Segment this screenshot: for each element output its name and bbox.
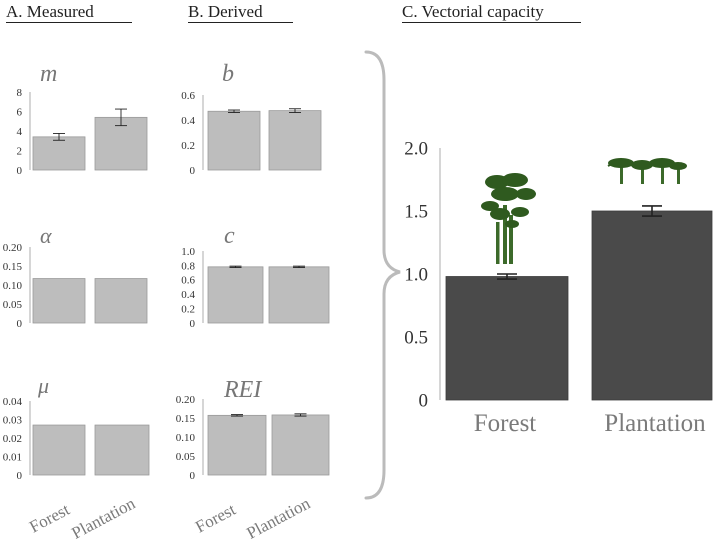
tick-label-m: 6 (17, 106, 23, 118)
tree-icon-forest (481, 173, 536, 264)
tick-label-vc: 0 (419, 391, 429, 412)
bar-c-plantation (268, 266, 330, 324)
header-measured: A. Measured (6, 2, 94, 21)
bar-c-forest (207, 266, 264, 324)
palm-icon-plantation (607, 157, 687, 184)
tick-label-c: 0 (190, 318, 196, 330)
bar-alpha-plantation (94, 278, 148, 324)
tick-label-m: 4 (17, 126, 23, 138)
category-label-forest: Forest (192, 500, 239, 537)
tick-label-alpha: 0.05 (3, 299, 23, 311)
tick-label-m: 0 (17, 165, 23, 177)
bar-b-plantation (268, 110, 322, 171)
panel-b: 0 0.2 0.4 0.6 b (181, 61, 322, 177)
header-derived-underline (188, 22, 293, 23)
error-bar-b-plantation (289, 108, 301, 113)
bar-vc-plantation (591, 210, 713, 401)
header-measured-underline (6, 22, 132, 23)
bar-vc-forest (445, 276, 569, 401)
parameter-label-b: b (222, 61, 234, 87)
tick-label-m: 2 (17, 145, 23, 157)
bar-b-forest (207, 110, 261, 171)
header-vectorial-capacity-underline (402, 22, 581, 23)
tick-label-rei: 0.10 (176, 432, 196, 444)
bar-mu-plantation (94, 424, 150, 476)
tick-label-c: 0.4 (181, 289, 195, 301)
tick-label-vc: 2.0 (404, 139, 428, 160)
header-vectorial-capacity: C. Vectorial capacity (402, 2, 544, 21)
header-derived: B. Derived (188, 2, 263, 21)
category-label-forest: Forest (26, 500, 73, 537)
tick-label-mu: 0.01 (3, 451, 22, 463)
error-bar-rei-plantation (294, 413, 307, 417)
category-label-plantation: Plantation (69, 493, 139, 542)
error-bar-vc-forest (497, 273, 517, 280)
tick-label-rei: 0.05 (176, 451, 196, 463)
tick-label-alpha: 0.15 (3, 261, 23, 273)
tick-label-m: 8 (17, 87, 23, 99)
tick-label-vc: 1.5 (404, 202, 428, 223)
tick-label-c: 0.8 (181, 260, 195, 272)
error-bar-vc-plantation (642, 205, 662, 217)
tick-label-alpha: 0.10 (3, 280, 23, 292)
error-bar-rei-forest (231, 414, 243, 417)
tick-label-rei: 0.20 (176, 394, 196, 406)
parameter-label-c: c (224, 223, 235, 249)
bar-m-forest (32, 136, 86, 171)
panel-c: 0 0.2 0.4 0.6 0.8 1.0 c (181, 223, 330, 330)
bar-rei-forest (207, 414, 267, 476)
tick-label-vc: 1.0 (404, 265, 428, 286)
error-bar-c-forest (229, 265, 242, 269)
bar-rei-plantation (271, 414, 330, 476)
tick-label-alpha: 0 (17, 318, 23, 330)
parameter-label-m: m (40, 61, 57, 87)
tick-label-mu: 0 (17, 470, 23, 482)
category-label-vc-forest: Forest (474, 410, 537, 437)
category-label-vc-plantation: Plantation (604, 410, 706, 437)
tick-label-rei: 0 (190, 470, 196, 482)
panel-alpha: 0 0.05 0.10 0.15 0.20 α (3, 223, 148, 330)
panel-m: 0 2 4 6 8 m (17, 61, 148, 177)
tick-label-c: 0.6 (181, 275, 195, 287)
tick-label-mu: 0.04 (3, 396, 23, 408)
tick-label-b: 0 (190, 165, 196, 177)
tick-label-b: 0.2 (181, 140, 195, 152)
tick-label-alpha: 0.20 (3, 242, 23, 254)
error-bar-c-plantation (293, 265, 305, 269)
brace (364, 50, 401, 500)
parameter-label-rei: REI (223, 377, 262, 403)
tick-label-b: 0.4 (181, 115, 195, 127)
panel-vc: 0 0.5 1.0 1.5 2.0 (404, 139, 713, 412)
tick-label-rei: 0.15 (176, 413, 196, 425)
parameter-label-alpha: α (40, 223, 52, 248)
tick-label-c: 0.2 (181, 303, 195, 315)
bar-alpha-forest (32, 278, 86, 324)
tick-label-b: 0.6 (181, 90, 195, 102)
tick-label-mu: 0.02 (3, 433, 22, 445)
error-bar-b-forest (228, 109, 240, 113)
panel-rei: 0 0.05 0.10 0.15 0.20 REI (176, 377, 330, 482)
panel-mu: 0 0.01 0.02 0.03 0.04 μ (3, 373, 150, 482)
parameter-label-mu: μ (37, 373, 49, 398)
error-bar-m-forest (53, 132, 65, 141)
error-bar-m-plantation (115, 108, 127, 127)
bar-mu-forest (32, 424, 86, 476)
tick-label-mu: 0.03 (3, 414, 23, 426)
tick-label-c: 1.0 (181, 246, 195, 258)
tick-label-vc: 0.5 (404, 328, 428, 349)
category-label-plantation: Plantation (244, 493, 314, 542)
